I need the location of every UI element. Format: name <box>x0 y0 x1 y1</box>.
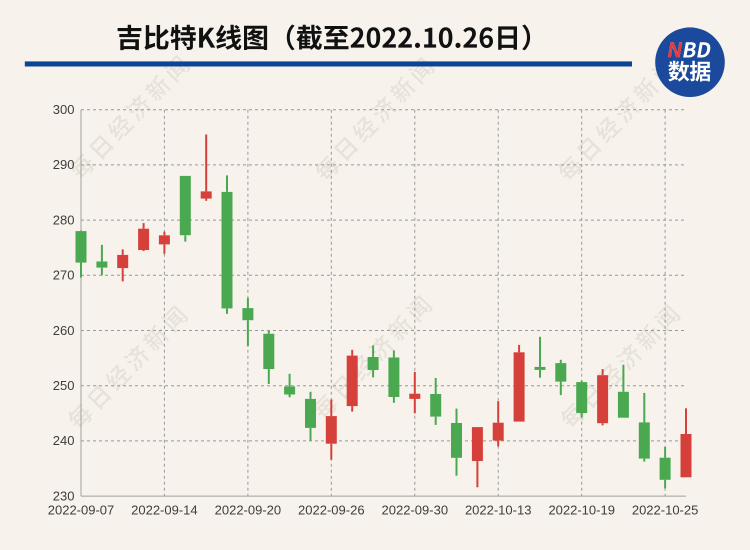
svg-text:260: 260 <box>53 323 75 338</box>
svg-text:270: 270 <box>53 268 75 283</box>
svg-text:2022-10-19: 2022-10-19 <box>548 502 615 517</box>
svg-text:300: 300 <box>53 102 75 117</box>
svg-text:240: 240 <box>53 433 75 448</box>
svg-text:2022-09-26: 2022-09-26 <box>298 502 365 517</box>
svg-text:2022-10-13: 2022-10-13 <box>465 502 532 517</box>
svg-text:280: 280 <box>53 212 75 227</box>
svg-text:2022-09-30: 2022-09-30 <box>382 502 449 517</box>
svg-text:290: 290 <box>53 157 75 172</box>
svg-text:2022-10-25: 2022-10-25 <box>632 502 699 517</box>
svg-text:230: 230 <box>53 488 75 503</box>
svg-text:2022-09-20: 2022-09-20 <box>215 502 282 517</box>
svg-text:250: 250 <box>53 378 75 393</box>
svg-text:2022-09-14: 2022-09-14 <box>131 502 198 517</box>
svg-text:2022-09-07: 2022-09-07 <box>48 502 115 517</box>
